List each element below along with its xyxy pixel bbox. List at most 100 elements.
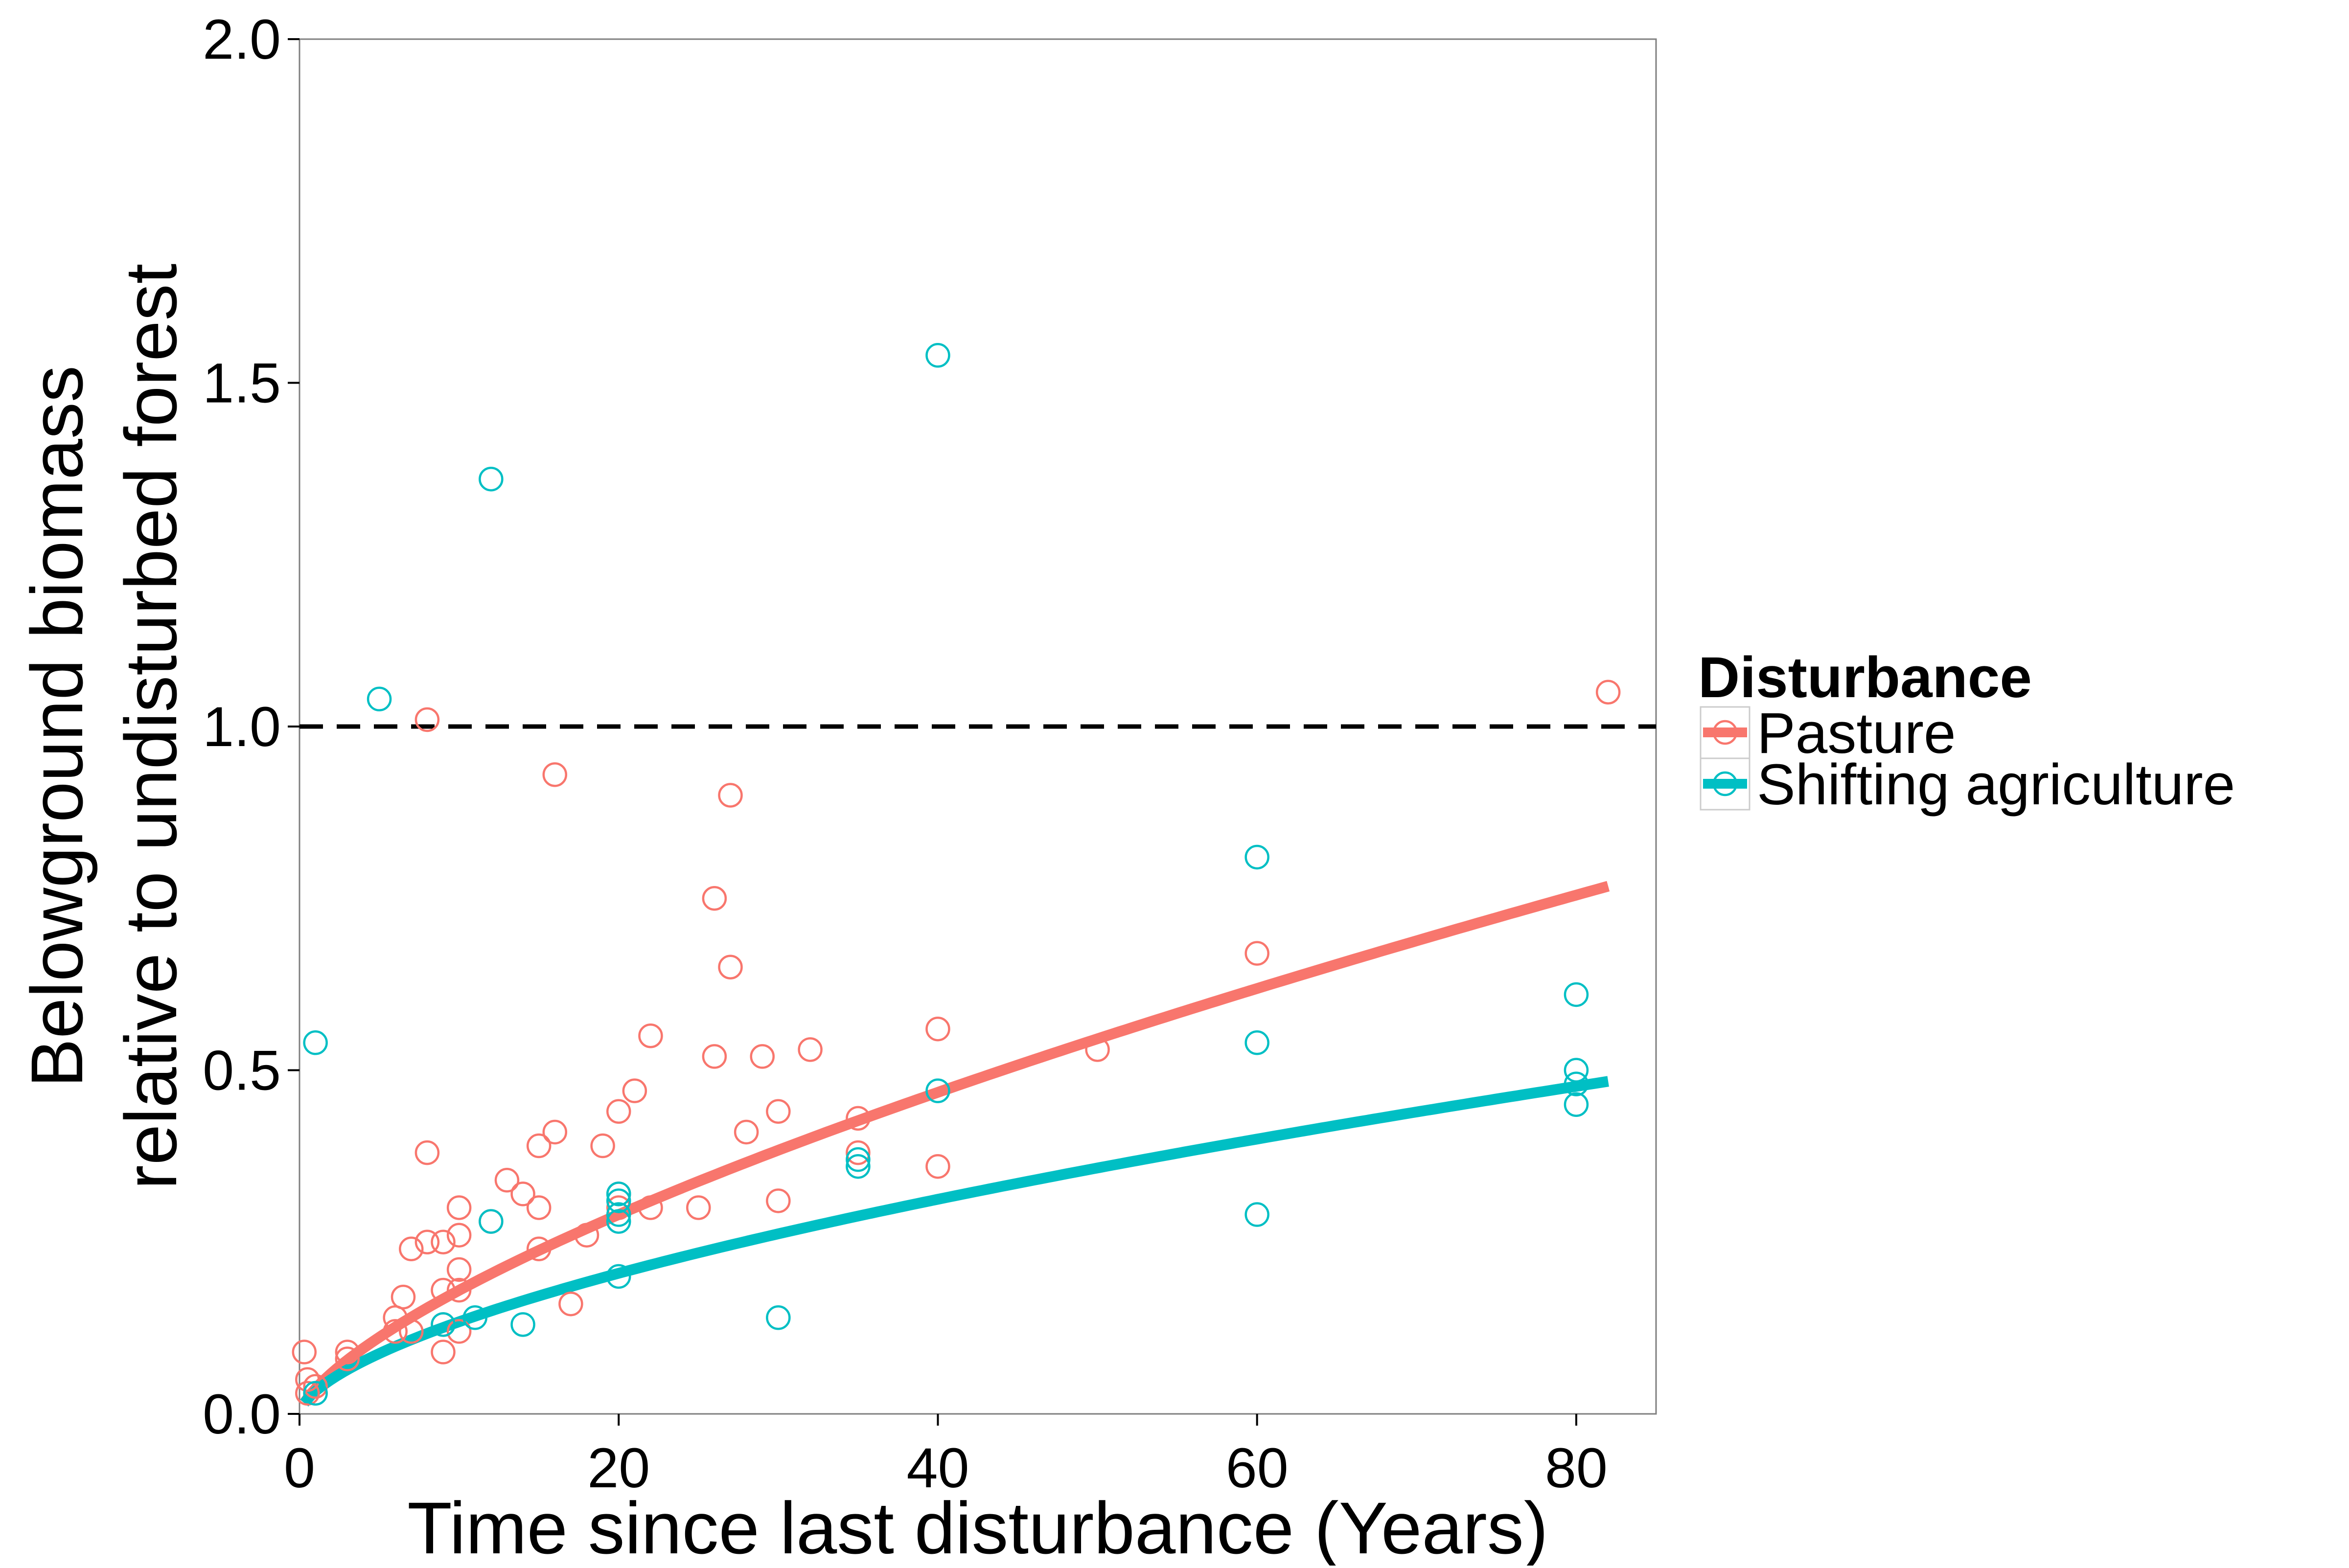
data-point [415,1229,440,1254]
data-point [494,1168,520,1193]
data-point [846,1154,871,1179]
data-point [295,1381,320,1406]
data-point [1595,680,1621,704]
data-point [399,1319,424,1344]
data-point [574,1223,599,1248]
x-axis-label: Time since last disturbance (Years) [407,1487,1548,1566]
legend-key-point [1712,771,1738,796]
data-point [1244,1202,1269,1227]
data-point [526,1195,552,1220]
y-axis-label-line-2: relative to undisturbed forest [110,264,192,1190]
data-point [446,1257,472,1282]
fit-line [299,881,1610,1406]
x-tick-label: 40 [907,1437,969,1500]
data-point [446,1195,472,1220]
data-point [335,1340,360,1364]
data-point [925,1154,950,1179]
legend-label: Shifting agriculture [1757,752,2235,817]
data-point [558,1291,583,1317]
data-point [718,954,743,979]
data-points [292,343,1621,1406]
data-point [383,1319,408,1344]
data-point [606,1264,631,1289]
data-point [718,783,743,808]
fit-lines [299,881,1610,1407]
x-tick-label: 80 [1545,1437,1608,1500]
legend-key-point [1712,720,1738,745]
data-point [479,466,504,492]
y-axis-label: Belowground biomass relative to undistur… [16,264,192,1190]
y-tick-label: 1.5 [203,352,281,415]
x-tick-label: 0 [284,1437,315,1500]
data-point [1244,844,1269,870]
fit-line [300,1076,1609,1407]
data-point [1564,1058,1589,1083]
y-axis-label-line-1: Belowground biomass [16,365,98,1088]
data-point [702,1044,727,1069]
data-point [925,343,950,368]
data-point [526,1236,552,1262]
data-point [446,1277,472,1303]
data-point [606,1195,631,1220]
y-axis: 0.0 0.5 1.0 1.5 2.0 [203,8,299,1446]
data-point [415,1140,440,1165]
data-point [846,1106,871,1131]
data-point [766,1188,791,1213]
y-tick-label: 2.0 [203,8,281,71]
data-point [606,1209,631,1234]
data-point [766,1099,791,1124]
data-point [766,1305,791,1330]
data-point [606,1099,631,1124]
data-point [542,1119,568,1145]
data-point [431,1312,456,1337]
data-point [798,1037,823,1062]
data-point [335,1346,360,1371]
data-point [638,1023,663,1048]
data-point [446,1319,472,1344]
data-point [415,707,440,732]
data-point [606,1188,631,1213]
data-point [846,1140,871,1165]
data-point [542,762,568,787]
data-point [367,686,392,712]
legend-title: Disturbance [1698,645,2032,710]
data-point [1564,982,1589,1007]
data-point [1085,1037,1110,1062]
data-point [431,1277,456,1303]
data-point [925,1016,950,1042]
data-point [925,1078,950,1103]
data-point [303,1374,328,1399]
data-point [462,1305,487,1330]
data-point [303,1030,328,1055]
data-point [446,1223,472,1248]
data-point [510,1182,535,1206]
data-point [1244,1030,1269,1055]
data-point [391,1284,416,1310]
data-point [399,1236,424,1262]
x-tick-label: 60 [1226,1437,1289,1500]
data-point [1564,1092,1589,1117]
data-point [734,1119,759,1145]
data-point [622,1078,647,1103]
data-point [479,1209,504,1234]
data-point [590,1133,615,1159]
data-point [431,1340,456,1364]
y-tick-label: 0.5 [203,1040,281,1102]
data-point [1244,941,1269,966]
data-point [431,1229,456,1254]
x-tick-label: 20 [587,1437,650,1500]
y-tick-label: 0.0 [203,1383,281,1446]
data-point [846,1147,871,1172]
data-point [606,1202,631,1227]
legend-label: Pasture [1757,701,1956,766]
data-point [292,1340,317,1364]
data-point [1564,1071,1589,1096]
data-point [686,1195,711,1220]
y-tick-label: 1.0 [203,696,281,758]
data-point [510,1312,535,1337]
data-point [750,1044,775,1069]
data-point [295,1367,320,1392]
